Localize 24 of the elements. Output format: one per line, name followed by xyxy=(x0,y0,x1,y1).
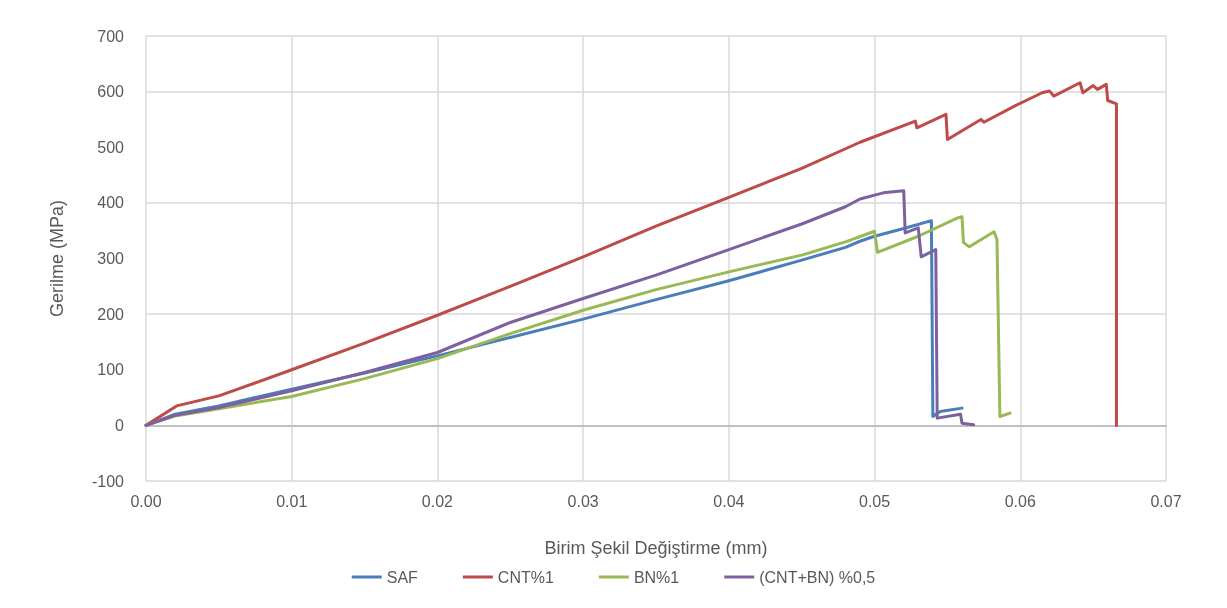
y-tick-label: 400 xyxy=(97,194,125,212)
legend-label: (CNT+BN) %0,5 xyxy=(759,568,876,586)
x-tick-label: 0.00 xyxy=(130,492,162,510)
legend-label: SAF xyxy=(386,568,419,586)
x-tick-label: 0.06 xyxy=(1004,492,1036,510)
legend-label: BN%1 xyxy=(633,568,680,586)
x-tick-label: 0.04 xyxy=(713,492,745,510)
x-tick-label: 0.02 xyxy=(421,492,454,510)
y-tick-label: -100 xyxy=(91,472,125,490)
y-tick-label: 0 xyxy=(115,416,125,434)
line-series xyxy=(144,81,1118,427)
y-tick-label: 300 xyxy=(97,250,125,267)
y-axis-title: Gerilme (MPa) xyxy=(47,199,67,318)
x-tick-label: 0.07 xyxy=(1150,492,1182,510)
x-axis-title: Birim Şekil Değiştirme (mm) xyxy=(544,538,768,558)
x-tick-label: 0.03 xyxy=(567,492,599,510)
y-tick-label: 600 xyxy=(97,83,125,101)
y-tick-label: 100 xyxy=(97,361,125,379)
y-tick-label: 200 xyxy=(97,305,125,323)
x-tick-label: 0.01 xyxy=(276,492,308,510)
y-tick-label: 500 xyxy=(97,138,125,156)
legend-label: CNT%1 xyxy=(497,568,554,586)
y-tick-label: 700 xyxy=(97,27,125,45)
x-tick-label: 0.05 xyxy=(859,492,891,510)
